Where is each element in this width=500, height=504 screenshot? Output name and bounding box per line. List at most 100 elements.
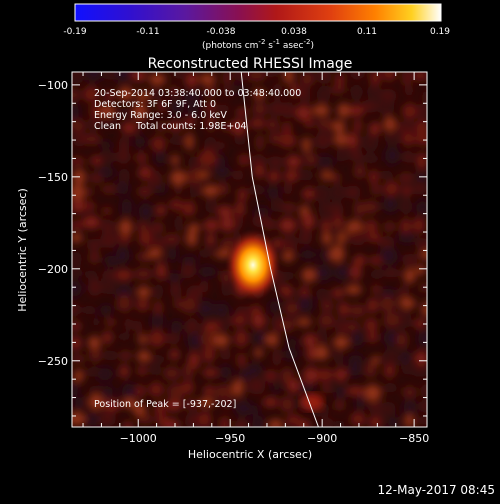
mottle-blob [347,363,362,376]
mottle-blob [364,318,378,332]
mottle-blob [150,365,161,376]
mottle-blob [82,201,96,211]
mottle-blob [416,200,427,216]
mottle-blob [404,84,414,97]
mottle-blob [72,280,82,297]
mottle-blob [72,251,82,268]
mottle-blob [220,122,233,131]
mottle-blob [103,399,121,412]
mottle-blob [421,90,427,103]
colorbar-tick: -0.038 [206,27,235,37]
mottle-blob [72,232,83,243]
mottle-blob [102,270,115,280]
mottle-blob [138,229,153,247]
mottle-blob [336,231,347,245]
mottle-blob [88,278,102,297]
mottle-blob [329,245,345,263]
mottle-blob [72,184,86,202]
mottle-blob [299,250,317,259]
mottle-blob [215,154,226,170]
mottle-blob [83,305,96,315]
mottle-blob [121,398,137,409]
mottle-blob [202,368,218,377]
mottle-blob [272,350,282,366]
mottle-blob [270,197,285,213]
y-tick-label: −250 [38,355,68,368]
mottle-blob [154,184,166,194]
mottle-blob [149,354,165,364]
mottle-blob [383,364,396,378]
mottle-blob [379,296,396,313]
mottle-blob [298,419,311,427]
mottle-blob [286,379,302,393]
mottle-blob [181,200,196,217]
mottle-blob [204,200,218,213]
mottle-blob [283,72,294,84]
mottle-blob [188,102,199,119]
mottle-blob [368,169,379,185]
mottle-blob [412,217,426,234]
mottle-blob [134,319,143,333]
mottle-blob [230,119,247,135]
mottle-blob [264,370,277,382]
mottle-blob [253,89,265,100]
mottle-blob [278,318,295,332]
mottle-blob [265,218,275,231]
mottle-blob [334,73,345,87]
mottle-blob [331,172,341,184]
mottle-blob [337,102,351,118]
mottle-blob [396,121,415,135]
mottle-blob [353,118,362,133]
mottle-blob [116,294,133,312]
mottle-blob [171,319,182,335]
mottle-blob [132,403,147,416]
colorbar-tick: 0.11 [357,27,377,37]
mottle-blob [284,300,300,316]
mottle-blob [296,170,314,181]
mottle-blob [103,330,112,345]
mottle-blob [349,229,367,246]
mottle-blob [332,120,346,133]
mottle-blob [137,186,153,197]
energy-range-text: Energy Range: 3.0 - 6.0 keV [94,110,227,121]
mottle-blob [288,338,297,348]
mottle-blob [168,121,184,131]
mottle-blob [183,362,194,380]
x-tick-label: −850 [399,432,429,445]
mottle-blob [99,115,118,129]
mottle-blob [281,251,295,262]
mottle-blob [136,152,147,164]
mottle-blob [350,412,366,426]
mottle-blob [197,249,213,258]
mottle-blob [168,85,180,98]
mottle-blob [415,119,427,137]
mottle-blob [379,246,398,265]
mottle-blob [162,234,181,245]
x-tick-label: −900 [307,432,337,445]
colorbar-unit: (photons cm-2 s-1 asec-2) [202,38,314,51]
mottle-blob [138,203,153,221]
mottle-blob [72,382,79,397]
mottle-blob [170,154,180,166]
y-axis: −100 −150 −200 −250 [38,79,427,417]
mottle-blob [72,88,80,102]
mottle-blob [72,199,86,214]
y-axis-label: Heliocentric Y (arcsec) [16,188,29,312]
mottle-blob [316,288,328,301]
mottle-blob [402,363,411,375]
mottle-blob [418,329,427,348]
mottle-blob [72,157,86,166]
mottle-blob [170,281,181,299]
mottle-blob [369,270,385,279]
mottle-blob [402,253,418,266]
mottle-blob [414,319,426,329]
plot-area [72,72,427,427]
mottle-blob [231,379,244,397]
mottle-blob [181,256,198,265]
mottle-blob [151,313,164,329]
mottle-blob [332,215,344,230]
mottle-blob [136,366,148,376]
mottle-blob [100,304,112,316]
mottle-blob [72,335,82,351]
mottle-blob [237,352,246,368]
